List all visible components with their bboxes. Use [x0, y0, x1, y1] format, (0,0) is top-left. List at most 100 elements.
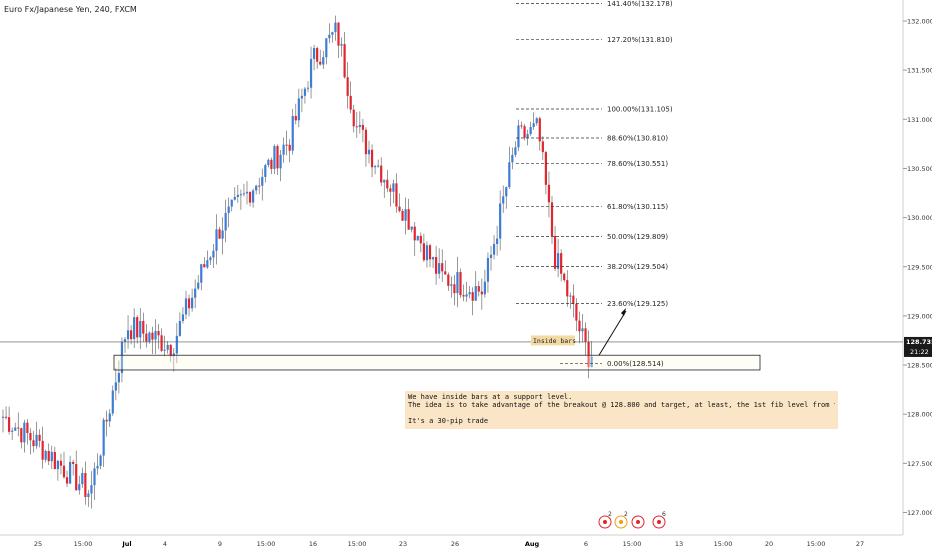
candle-body — [184, 298, 188, 315]
event-count: 6 — [662, 511, 666, 518]
y-tick-label: 132.000 — [907, 18, 932, 26]
candle-body — [404, 209, 407, 221]
fib-level-label: 141.40%(132.178) — [607, 0, 673, 8]
candle-body — [389, 188, 392, 192]
candle-body — [166, 344, 169, 350]
candle-body — [221, 230, 224, 239]
candle-body — [75, 463, 78, 491]
candle-body — [431, 257, 435, 260]
x-tick-label: 15:00 — [714, 540, 733, 548]
candle-body — [355, 126, 358, 128]
candle-body — [218, 229, 221, 239]
candle-body — [38, 434, 41, 441]
candle-body — [566, 280, 569, 297]
idea-note: We have inside bars at a support level. … — [405, 391, 838, 429]
candle-body — [169, 344, 172, 357]
candle-body — [322, 57, 325, 65]
idea-line: The idea is to take advantage of the bre… — [408, 401, 835, 409]
candle-body — [499, 203, 502, 239]
candle-body — [358, 124, 361, 128]
event-dot-icon — [636, 520, 640, 524]
candle-body — [242, 193, 246, 195]
candle-body — [47, 451, 50, 462]
candle-body — [364, 129, 368, 155]
y-tick-label: 130.500 — [907, 165, 932, 173]
candle-body — [233, 196, 236, 200]
candle-body — [151, 332, 154, 340]
candle-body — [547, 184, 551, 203]
candle-body — [258, 185, 261, 187]
candle-body — [230, 199, 233, 207]
candle-body — [163, 349, 166, 351]
candle-body — [142, 320, 145, 334]
candle-body — [505, 187, 508, 197]
candle-body — [587, 341, 590, 368]
candle-body — [148, 332, 151, 342]
candle-body — [248, 191, 252, 203]
candle-body — [212, 250, 215, 258]
candle-body — [508, 162, 511, 188]
x-tick-label: 15:00 — [807, 540, 826, 548]
candle-body — [541, 141, 544, 153]
candle-body — [465, 294, 468, 297]
event-count: 2 — [624, 511, 628, 518]
candle-body — [419, 235, 422, 244]
candle-body — [532, 123, 535, 127]
candle-body — [514, 147, 517, 155]
candle-body — [288, 144, 291, 151]
x-tick-label: 4 — [163, 540, 167, 548]
fib-level-label: 50.00%(129.809) — [607, 233, 668, 241]
candle-body — [444, 271, 447, 275]
y-tick-label: 131.500 — [907, 67, 932, 75]
candle-body — [395, 183, 398, 207]
candle-body — [471, 292, 474, 301]
y-tick-label: 127.000 — [907, 509, 932, 517]
candle-body — [535, 118, 538, 124]
candle-body — [245, 191, 249, 194]
candle-body — [123, 339, 127, 342]
candle-body — [319, 61, 322, 65]
x-tick-label: 25 — [34, 540, 42, 548]
candle-body — [11, 430, 14, 432]
y-tick-label: 127.500 — [907, 460, 932, 468]
chart-title: Euro Fx/Japanese Yen, 240, FXCM — [4, 5, 137, 14]
candle-body — [29, 433, 32, 441]
candle-body — [401, 211, 404, 221]
candle-body — [20, 428, 23, 443]
candle-body — [41, 440, 44, 460]
y-tick-label: 130.000 — [907, 214, 932, 222]
candle-body — [334, 22, 337, 33]
candle-body — [294, 116, 297, 121]
candle-body — [130, 330, 133, 340]
candle-body — [511, 154, 514, 163]
candle-body — [117, 372, 120, 383]
x-tick-label: 13 — [675, 540, 683, 548]
candle-body — [435, 257, 438, 274]
x-tick-label: 15:00 — [74, 540, 93, 548]
candle-body — [300, 95, 303, 99]
candle-body — [303, 88, 307, 96]
x-tick-label: 26 — [451, 540, 459, 548]
candle-body — [468, 292, 471, 295]
candle-body — [584, 328, 587, 342]
candle-body — [496, 238, 499, 244]
price-tag-bg — [904, 336, 932, 357]
y-tick-label: 128.500 — [907, 362, 932, 370]
idea-line: It's a 30-pip trade — [408, 417, 489, 425]
support-zone — [113, 354, 761, 371]
candle-body — [380, 165, 383, 183]
candle-body — [261, 176, 264, 186]
candle-body — [1, 416, 5, 418]
candle-body — [252, 190, 255, 203]
candle-body — [44, 451, 47, 460]
candle-body — [374, 166, 377, 168]
target-arrow — [598, 310, 627, 356]
candle-body — [447, 274, 450, 286]
candle-body — [377, 165, 380, 167]
candle-body — [523, 126, 526, 138]
candle-body — [17, 427, 20, 429]
x-tick-label: 20 — [765, 540, 773, 548]
candle-body — [84, 473, 87, 498]
